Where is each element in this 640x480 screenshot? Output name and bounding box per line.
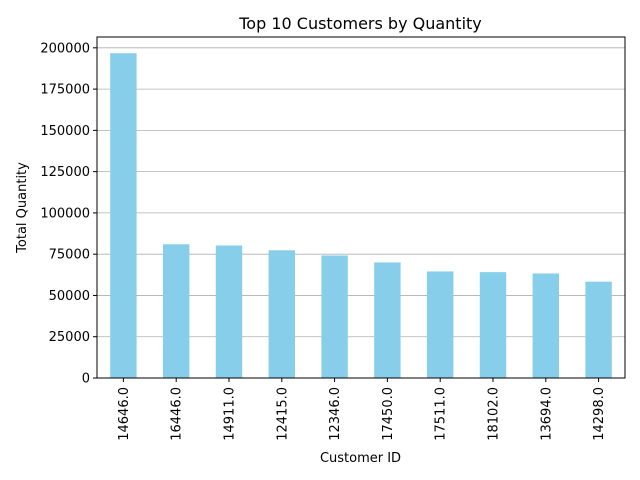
bar (110, 53, 137, 379)
x-tick-label: 16446.0 (170, 387, 185, 441)
x-tick-label: 14911.0 (223, 387, 238, 441)
chart-title: Top 10 Customers by Quantity (238, 14, 482, 33)
bar (585, 281, 612, 378)
x-tick-label: 14646.0 (117, 387, 132, 441)
y-tick-label: 150000 (40, 124, 90, 139)
bar (532, 273, 559, 378)
x-tick-label: 13694.0 (539, 387, 554, 441)
x-tick-label: 17450.0 (381, 387, 396, 441)
y-axis-ticks: 0 25000 50000 75000 100000 125000 150000 175000… (40, 41, 97, 387)
bar (215, 245, 243, 378)
x-tick-label: 14298.0 (592, 387, 607, 441)
x-axis-label: Customer ID (320, 451, 401, 466)
x-tick-label: 12415.0 (275, 387, 290, 441)
y-tick-label: 125000 (40, 165, 90, 180)
y-tick-label: 25000 (49, 330, 90, 345)
y-tick-label: 175000 (40, 83, 90, 98)
bar (374, 262, 401, 378)
x-tick-label: 12346.0 (328, 387, 343, 441)
plot-frame (96, 36, 626, 379)
y-tick-label: 100000 (40, 206, 90, 221)
x-axis-ticks: 14646.0 16446.0 14911.0 12415.0 12346.0 17450… (117, 378, 607, 441)
bar (268, 250, 295, 378)
x-tick-label: 17511.0 (434, 387, 449, 441)
bars (110, 53, 612, 379)
y-axis-label: Total Quantity (15, 162, 30, 254)
bar (427, 271, 454, 378)
bar (163, 244, 190, 378)
x-tick-label: 18102.0 (487, 387, 502, 441)
y-tick-label: 50000 (49, 289, 90, 304)
y-tick-label: 0 (82, 372, 90, 387)
y-tick-label: 200000 (40, 41, 90, 56)
bar (479, 272, 507, 378)
bar (321, 255, 348, 378)
y-tick-label: 75000 (49, 248, 90, 263)
